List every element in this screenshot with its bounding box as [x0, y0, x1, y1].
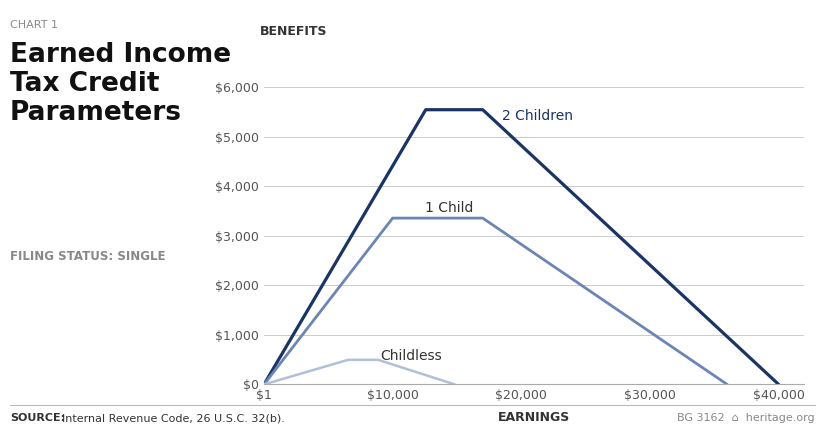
Text: Childless: Childless — [380, 349, 441, 363]
Text: FILING STATUS: SINGLE: FILING STATUS: SINGLE — [10, 250, 165, 263]
X-axis label: EARNINGS: EARNINGS — [498, 411, 570, 424]
Text: Earned Income
Tax Credit
Parameters: Earned Income Tax Credit Parameters — [10, 42, 231, 127]
Text: CHART 1: CHART 1 — [10, 20, 58, 30]
Text: Internal Revenue Code, 26 U.S.C. 32(b).: Internal Revenue Code, 26 U.S.C. 32(b). — [62, 413, 285, 423]
Text: BENEFITS: BENEFITS — [260, 25, 328, 38]
Text: SOURCE:: SOURCE: — [10, 413, 65, 423]
Text: 1 Child: 1 Child — [425, 201, 474, 215]
Text: BG 3162  ⌂  heritage.org: BG 3162 ⌂ heritage.org — [677, 413, 815, 423]
Text: 2 Children: 2 Children — [502, 109, 573, 122]
